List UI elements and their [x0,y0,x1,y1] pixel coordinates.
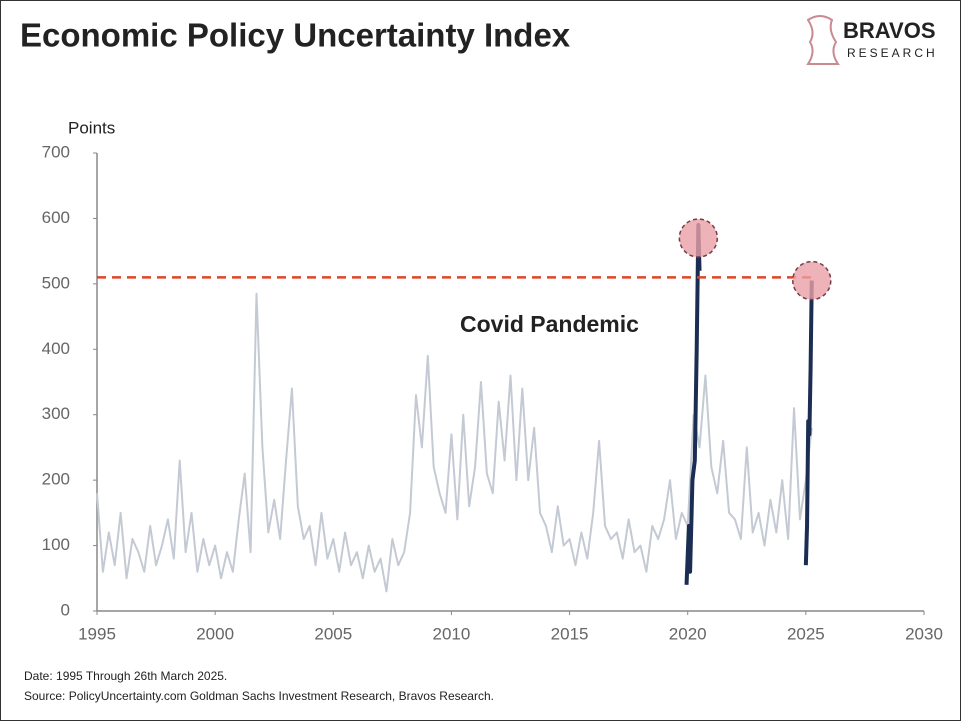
x-tick-label: 2000 [196,624,234,643]
brand: BRAVOS [843,18,936,43]
x-tick-label: 2005 [314,624,352,643]
y-tick-label: 700 [42,142,70,161]
x-tick-label: 1995 [78,624,116,643]
x-tick-label: 2010 [433,624,471,643]
logo-icon [806,15,840,65]
annotation: Covid Pandemic [460,311,639,337]
logo: BRAVOS RESEARCH [806,15,938,65]
y-tick-label: 400 [42,339,70,358]
x-tick-label: 2015 [551,624,589,643]
x-tick-label: 2020 [669,624,707,643]
highlight-circle [678,218,719,258]
highlight-circle [792,260,832,301]
y-tick-label: 600 [42,208,70,227]
y-tick-label: 0 [61,600,70,619]
x-tick-label: 2030 [905,624,943,643]
brand-sub: RESEARCH [847,46,938,60]
x-tick-label: 2025 [787,624,825,643]
y-tick-label: 100 [42,535,70,554]
y-tick-label: 200 [42,470,70,489]
y-tick-label: 300 [42,404,70,423]
series-line [803,280,814,566]
y-axis-label: Points [68,118,115,137]
chart-title: Economic Policy Uncertainty Index [20,17,571,54]
footnote: Source: PolicyUncertainty.com Goldman Sa… [24,689,494,703]
y-tick-label: 500 [42,273,70,292]
footnote: Date: 1995 Through 26th March 2025. [24,669,227,683]
series-line [96,292,813,593]
